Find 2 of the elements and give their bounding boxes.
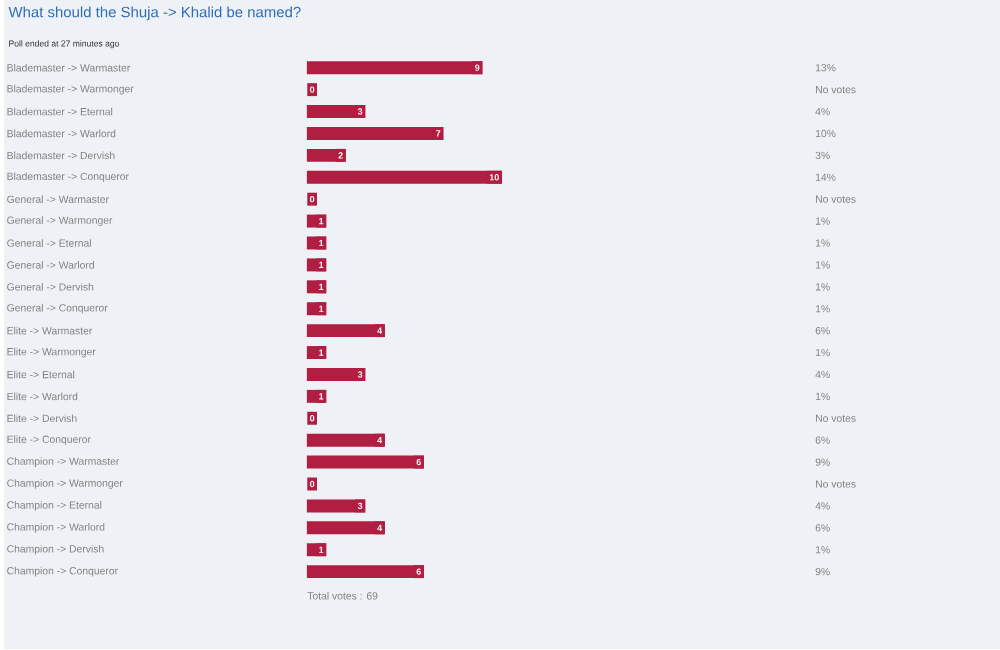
bar bbox=[306, 61, 483, 75]
bar bbox=[306, 127, 444, 141]
